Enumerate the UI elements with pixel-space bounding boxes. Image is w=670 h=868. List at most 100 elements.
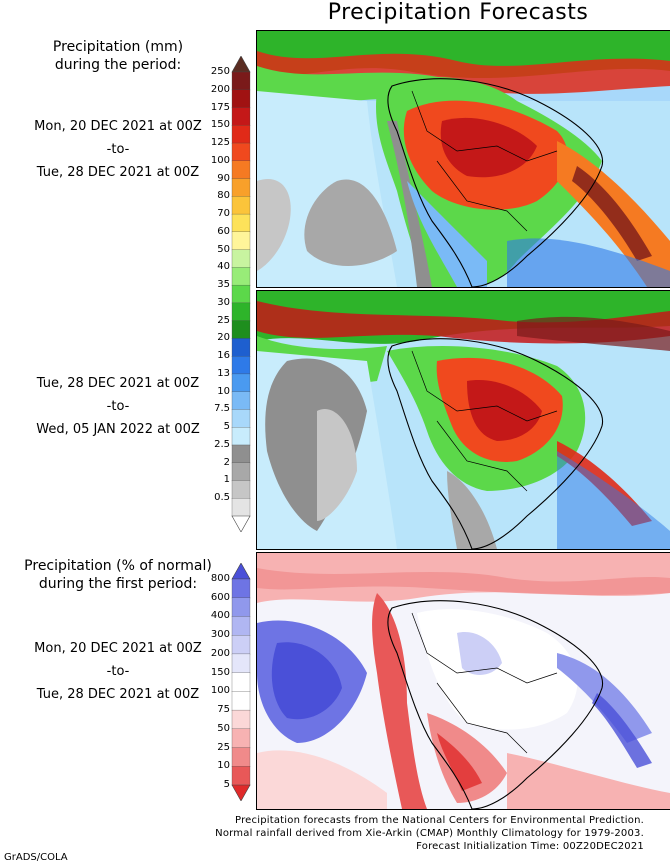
colorbar-tick-label: 400 xyxy=(210,610,230,622)
colorbar-segment xyxy=(231,616,251,636)
colorbar-segment xyxy=(231,196,251,215)
panel1-end: Tue, 28 DEC 2021 at 00Z xyxy=(36,165,200,180)
colorbar-segment xyxy=(231,213,251,233)
colorbar-segment xyxy=(231,672,251,693)
colorbar-segment xyxy=(231,444,251,464)
colorbar-tick-label: 100 xyxy=(210,154,230,166)
panel1-header-line2: during the period: xyxy=(54,57,182,73)
panel1-start: Mon, 20 DEC 2021 at 00Z xyxy=(34,119,202,134)
colorbar-tick-label: 10 xyxy=(217,760,230,772)
page-title: Precipitation Forecasts xyxy=(327,0,589,25)
colorbar-tick-label: 75 xyxy=(217,704,230,716)
panel1-header: Precipitation (mm) during the period: xyxy=(0,38,236,74)
colorbar-segment xyxy=(231,142,251,162)
colorbar-bottom-arrow xyxy=(231,515,251,532)
mm-colorbar-labels: 250 200 175 150 125 100 90 80 70 60 50 40 35 30 25 20 16… xyxy=(206,0,230,540)
panel2-start: Tue, 28 DEC 2021 at 00Z xyxy=(36,376,200,391)
panel3-period: Mon, 20 DEC 2021 at 00Z -to- Tue, 28 DEC… xyxy=(0,640,236,704)
panel1-sep: -to- xyxy=(106,142,130,157)
mm-colorbar xyxy=(231,56,251,532)
colorbar-segment xyxy=(231,462,251,482)
panel2-end: Wed, 05 JAN 2022 at 00Z xyxy=(36,422,200,437)
panel1-period: Mon, 20 DEC 2021 at 00Z -to- Tue, 28 DEC… xyxy=(0,118,236,182)
colorbar-segment xyxy=(231,125,251,144)
colorbar-tick-label: 100 xyxy=(210,685,230,697)
colorbar-segment xyxy=(231,356,251,375)
colorbar-tick-label: 1 xyxy=(223,474,230,486)
panel1-header-line1: Precipitation (mm) xyxy=(52,39,184,55)
colorbar-tick-label: 2 xyxy=(223,456,230,468)
colorbar-tick-label: 125 xyxy=(210,137,230,149)
colorbar-segment xyxy=(231,284,251,304)
colorbar-tick-label: 10 xyxy=(217,385,230,397)
precip-map-2 xyxy=(257,291,670,549)
colorbar-segment xyxy=(231,320,251,340)
panel2-sep: -to- xyxy=(106,399,130,414)
colorbar-bottom-arrow xyxy=(231,784,251,801)
colorbar-tick-label: 600 xyxy=(210,591,230,603)
colorbar-tick-label: 90 xyxy=(217,172,230,184)
colorbar-segment xyxy=(231,578,251,599)
colorbar-tick-label: 40 xyxy=(217,261,230,273)
colorbar-tick-label: 200 xyxy=(210,83,230,95)
colorbar-tick-label: 25 xyxy=(217,741,230,753)
colorbar-segment xyxy=(231,373,251,393)
grads-credit: GrADS/COLA xyxy=(4,852,68,863)
colorbar-segment xyxy=(231,89,251,109)
colorbar-tick-label: 30 xyxy=(217,296,230,308)
colorbar-tick-label: 20 xyxy=(217,332,230,344)
colorbar-segment xyxy=(231,391,251,411)
colorbar-segment xyxy=(231,338,251,357)
colorbar-top-arrow xyxy=(231,563,251,580)
colorbar-tick-label: 70 xyxy=(217,208,230,220)
colorbar-segment xyxy=(231,160,251,180)
colorbar-tick-label: 800 xyxy=(210,573,230,584)
colorbar-top-arrow xyxy=(231,56,251,73)
colorbar-segment xyxy=(231,427,251,446)
percent-normal-map xyxy=(257,553,670,809)
panel3-sep: -to- xyxy=(106,664,130,679)
panel3-header-line1: Precipitation (% of normal) xyxy=(24,558,212,574)
map-panel-2 xyxy=(256,290,670,550)
colorbar-tick-label: 16 xyxy=(217,350,230,362)
colorbar-segment xyxy=(231,766,251,786)
panel3-header: Precipitation (% of normal) during the f… xyxy=(0,557,236,593)
colorbar-segment xyxy=(231,231,251,251)
footer-line-3: Forecast Initialization Time: 00Z20DEC20… xyxy=(416,841,644,852)
colorbar-tick-label: 25 xyxy=(217,314,230,326)
panel3-start: Mon, 20 DEC 2021 at 00Z xyxy=(34,641,202,656)
colorbar-tick-label: 5 xyxy=(223,421,230,433)
colorbar-segment xyxy=(231,597,251,618)
colorbar-segment xyxy=(231,302,251,322)
colorbar-tick-label: 0.5 xyxy=(214,492,230,504)
colorbar-segment xyxy=(231,498,251,517)
map-panel-3 xyxy=(256,552,670,810)
footer-line-2: Normal rainfall derived from Xie-Arkin (… xyxy=(215,828,644,839)
panel3-end: Tue, 28 DEC 2021 at 00Z xyxy=(36,687,200,702)
colorbar-segment xyxy=(231,709,251,730)
colorbar-tick-label: 5 xyxy=(223,779,230,790)
colorbar-tick-label: 50 xyxy=(217,243,230,255)
colorbar-segment xyxy=(231,653,251,674)
colorbar-tick-label: 80 xyxy=(217,190,230,202)
colorbar-tick-label: 2.5 xyxy=(214,438,230,450)
footer-line-1: Precipitation forecasts from the Nationa… xyxy=(235,815,644,826)
colorbar-tick-label: 150 xyxy=(210,119,230,131)
colorbar-segment xyxy=(231,480,251,499)
colorbar-tick-label: 50 xyxy=(217,722,230,734)
panel3-header-line2: during the first period: xyxy=(38,576,198,592)
colorbar-segment xyxy=(231,728,251,749)
colorbar-segment xyxy=(231,747,251,767)
pct-colorbar-labels: 800 600 400 300 200 150 100 75 50 25 10 5 xyxy=(206,0,230,800)
colorbar-segment xyxy=(231,409,251,428)
colorbar-segment xyxy=(231,178,251,197)
colorbar-tick-label: 250 xyxy=(210,66,230,77)
colorbar-tick-label: 13 xyxy=(217,367,230,379)
footer-notes: Precipitation forecasts from the Nationa… xyxy=(215,814,644,853)
colorbar-segment xyxy=(231,635,251,655)
colorbar-tick-label: 35 xyxy=(217,279,230,291)
colorbar-tick-label: 300 xyxy=(210,629,230,641)
colorbar-segment xyxy=(231,71,251,91)
colorbar-tick-label: 60 xyxy=(217,225,230,237)
panel2-period: Tue, 28 DEC 2021 at 00Z -to- Wed, 05 JAN… xyxy=(0,375,236,439)
